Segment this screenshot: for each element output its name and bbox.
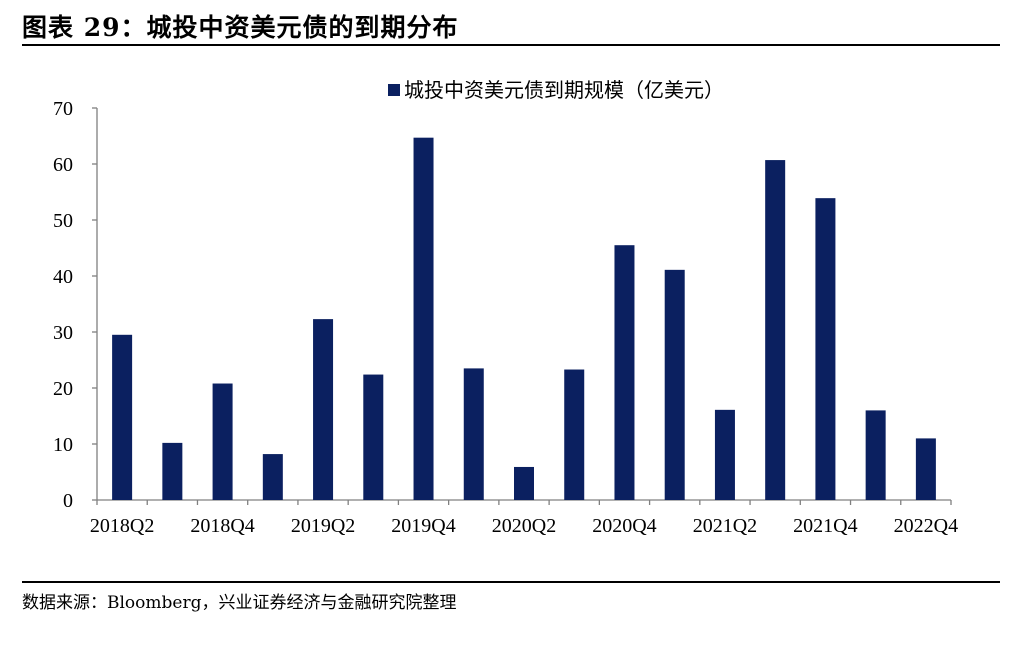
bar bbox=[815, 198, 836, 500]
bar bbox=[212, 383, 233, 500]
source-note: 数据来源：Bloomberg，兴业证券经济与金融研究院整理 bbox=[22, 593, 457, 613]
x-tick-label: 2021Q2 bbox=[693, 515, 757, 537]
legend-swatch bbox=[388, 84, 400, 96]
y-tick-label: 10 bbox=[53, 434, 73, 456]
y-tick-label: 20 bbox=[53, 378, 73, 400]
bar bbox=[915, 438, 936, 500]
y-tick-label: 40 bbox=[53, 266, 73, 288]
y-tick-label: 30 bbox=[53, 322, 73, 344]
bar bbox=[514, 466, 534, 500]
bar bbox=[162, 442, 183, 500]
x-tick-label: 2019Q4 bbox=[391, 515, 455, 537]
bar bbox=[564, 369, 585, 500]
title-divider bbox=[22, 44, 1000, 46]
y-tick-label: 70 bbox=[53, 98, 73, 120]
x-tick-label: 2020Q2 bbox=[492, 515, 556, 537]
bar bbox=[714, 409, 735, 500]
y-tick-label: 50 bbox=[53, 210, 73, 232]
bar bbox=[112, 334, 133, 500]
bar bbox=[463, 368, 484, 500]
bar bbox=[262, 454, 283, 500]
x-tick-label: 2020Q4 bbox=[592, 515, 656, 537]
legend-label: 城投中资美元债到期规模（亿美元） bbox=[404, 79, 724, 102]
x-tick-label: 2018Q2 bbox=[90, 515, 154, 537]
x-tick-label: 2018Q4 bbox=[190, 515, 254, 537]
x-tick-label: 2021Q4 bbox=[793, 515, 857, 537]
bar bbox=[413, 137, 434, 500]
bars bbox=[112, 137, 936, 500]
y-axis: 0 10 20 30 40 50 60 70 bbox=[53, 98, 98, 512]
bar bbox=[765, 160, 786, 500]
bar bbox=[313, 319, 334, 500]
footer-divider bbox=[22, 581, 1000, 583]
legend: 城投中资美元债到期规模（亿美元） bbox=[388, 79, 724, 102]
y-tick-label: 0 bbox=[63, 490, 73, 512]
chart-title: 图表 29：城投中资美元债的到期分布 bbox=[22, 13, 459, 42]
x-axis: 2018Q2 2018Q4 2019Q2 2019Q4 2020Q2 2020Q4 2021… bbox=[90, 499, 958, 537]
bar bbox=[363, 374, 384, 500]
x-tick-label: 2019Q2 bbox=[291, 515, 355, 537]
bar bbox=[614, 245, 635, 500]
x-tick-label: 2022Q4 bbox=[894, 515, 958, 537]
bar bbox=[664, 269, 685, 500]
y-tick-label: 60 bbox=[53, 154, 73, 176]
bar bbox=[865, 410, 886, 500]
